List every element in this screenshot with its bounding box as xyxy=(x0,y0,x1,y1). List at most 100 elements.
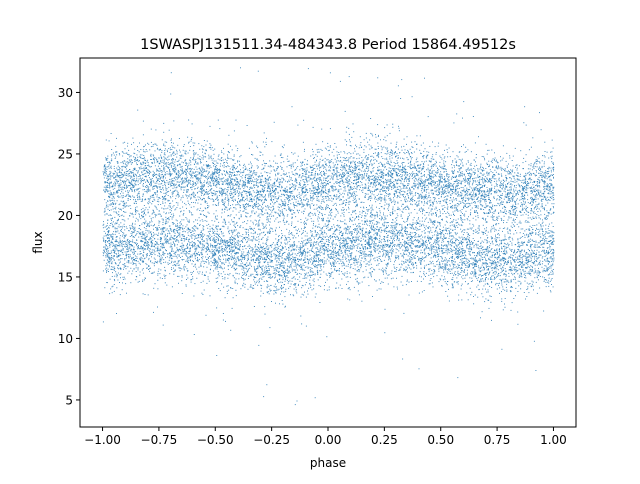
data-point xyxy=(542,276,544,278)
data-point xyxy=(192,214,194,216)
data-point xyxy=(158,252,160,254)
data-point xyxy=(284,251,286,253)
data-point xyxy=(531,270,533,272)
data-point xyxy=(169,238,171,240)
data-point xyxy=(136,244,137,246)
data-point xyxy=(445,245,447,247)
data-point xyxy=(547,263,549,265)
data-point xyxy=(548,277,550,279)
data-point xyxy=(398,244,400,245)
data-point xyxy=(522,266,524,268)
data-point xyxy=(111,266,113,268)
data-point xyxy=(370,215,372,217)
data-point xyxy=(509,266,511,268)
data-point xyxy=(483,252,485,254)
data-point xyxy=(449,273,451,274)
data-point xyxy=(310,271,312,273)
data-point xyxy=(464,239,466,241)
data-point xyxy=(531,243,533,245)
data-point xyxy=(422,246,423,248)
data-point xyxy=(365,269,367,271)
data-point xyxy=(281,237,283,238)
data-point xyxy=(162,222,164,223)
data-point xyxy=(497,233,499,235)
data-point xyxy=(421,257,422,259)
data-point xyxy=(248,237,250,239)
data-point xyxy=(160,243,162,245)
data-point xyxy=(224,276,226,278)
data-point xyxy=(124,229,126,231)
data-point xyxy=(335,236,337,238)
data-point xyxy=(500,239,502,241)
data-point xyxy=(439,267,441,269)
data-point xyxy=(125,241,127,243)
data-point xyxy=(284,239,286,241)
data-point xyxy=(376,259,378,261)
data-point xyxy=(451,287,453,289)
data-point xyxy=(228,262,230,264)
data-point xyxy=(341,271,343,273)
data-point xyxy=(448,237,450,239)
data-point xyxy=(517,291,519,292)
data-point xyxy=(495,244,497,246)
data-point xyxy=(115,253,117,254)
data-point xyxy=(370,274,372,276)
data-point xyxy=(472,252,474,254)
data-point xyxy=(322,246,324,248)
data-point xyxy=(164,266,166,268)
data-point xyxy=(450,235,452,237)
data-point xyxy=(271,243,273,245)
data-point xyxy=(331,226,333,227)
data-point xyxy=(401,224,403,226)
data-point xyxy=(253,306,255,307)
data-point xyxy=(112,244,114,246)
data-point xyxy=(431,269,433,271)
data-point xyxy=(143,234,145,236)
data-point xyxy=(460,217,462,218)
data-point xyxy=(177,230,179,231)
data-point xyxy=(490,264,492,266)
data-point xyxy=(493,271,495,273)
data-point xyxy=(364,276,366,278)
data-point xyxy=(298,283,299,285)
data-point xyxy=(514,261,516,263)
data-point xyxy=(198,266,200,268)
data-point xyxy=(236,242,238,244)
data-point xyxy=(120,258,122,260)
data-point xyxy=(221,283,223,285)
data-point xyxy=(549,246,551,248)
data-point xyxy=(260,213,262,215)
data-point xyxy=(515,268,517,270)
data-point xyxy=(349,240,351,242)
data-point xyxy=(104,211,106,212)
data-point xyxy=(225,255,227,257)
data-point xyxy=(371,241,373,243)
data-point xyxy=(193,226,195,228)
data-point xyxy=(180,267,181,269)
data-point xyxy=(338,237,339,239)
data-point xyxy=(489,262,491,264)
data-point xyxy=(228,239,230,241)
data-point xyxy=(250,275,252,277)
data-point xyxy=(181,239,183,241)
data-point xyxy=(508,256,510,258)
data-point xyxy=(300,263,302,265)
data-point xyxy=(162,230,164,232)
data-point xyxy=(286,275,288,277)
data-point xyxy=(520,275,522,277)
data-point xyxy=(200,234,202,236)
data-point xyxy=(288,249,290,251)
data-point xyxy=(223,243,225,245)
data-point xyxy=(380,245,382,247)
data-point xyxy=(191,227,193,229)
data-point xyxy=(235,244,237,245)
data-point xyxy=(166,234,168,236)
data-point xyxy=(370,250,372,252)
data-point xyxy=(154,251,156,253)
data-point xyxy=(453,260,454,262)
data-point xyxy=(515,252,517,254)
data-point xyxy=(437,255,439,257)
data-point xyxy=(146,236,148,238)
data-point xyxy=(433,276,435,278)
data-point xyxy=(258,262,260,264)
